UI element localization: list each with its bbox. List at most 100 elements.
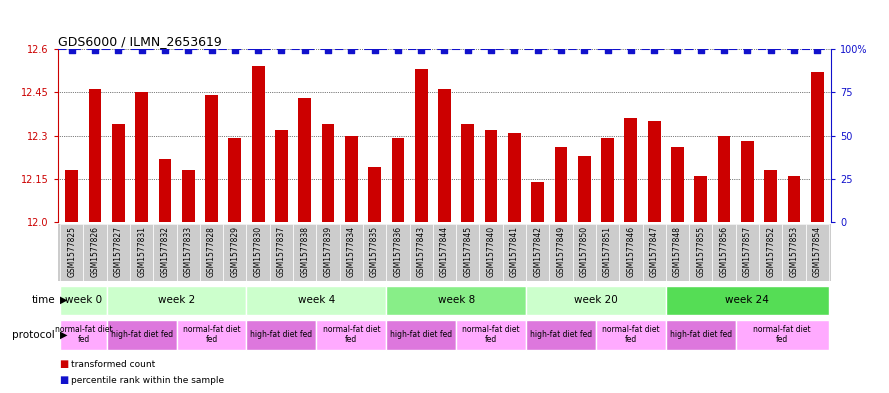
Bar — [648, 121, 661, 222]
Text: high-fat diet fed: high-fat diet fed — [530, 330, 592, 339]
Text: GSM1577836: GSM1577836 — [394, 226, 403, 277]
Text: high-fat diet fed: high-fat diet fed — [110, 330, 172, 339]
Bar — [182, 170, 195, 222]
Text: GSM1577826: GSM1577826 — [91, 226, 100, 277]
Point — [764, 47, 778, 53]
Bar — [391, 138, 404, 222]
Text: normal-fat diet
fed: normal-fat diet fed — [602, 325, 660, 344]
Bar — [532, 182, 544, 222]
Point — [181, 47, 196, 53]
Bar — [112, 124, 124, 222]
Bar — [252, 66, 265, 222]
Bar — [624, 118, 637, 222]
Text: week 24: week 24 — [725, 295, 769, 305]
FancyBboxPatch shape — [526, 286, 666, 315]
Bar — [135, 92, 148, 222]
Text: protocol: protocol — [12, 330, 55, 340]
Point — [88, 47, 102, 53]
Bar — [671, 147, 684, 222]
Text: ■: ■ — [60, 360, 68, 369]
Bar — [345, 136, 357, 222]
Text: percentile rank within the sample: percentile rank within the sample — [71, 376, 224, 385]
FancyBboxPatch shape — [60, 286, 107, 315]
Point — [810, 47, 824, 53]
Text: GSM1577855: GSM1577855 — [696, 226, 705, 277]
Text: GSM1577831: GSM1577831 — [137, 226, 146, 277]
Point — [600, 47, 614, 53]
Text: GSM1577827: GSM1577827 — [114, 226, 123, 277]
FancyBboxPatch shape — [386, 320, 456, 350]
FancyBboxPatch shape — [130, 224, 153, 281]
FancyBboxPatch shape — [107, 286, 246, 315]
Point — [461, 47, 475, 53]
FancyBboxPatch shape — [246, 224, 269, 281]
Bar — [275, 130, 288, 222]
Text: GSM1577850: GSM1577850 — [580, 226, 589, 277]
Bar — [368, 167, 381, 222]
Text: ▶: ▶ — [60, 330, 67, 340]
FancyBboxPatch shape — [269, 224, 293, 281]
FancyBboxPatch shape — [620, 224, 643, 281]
Point — [437, 47, 452, 53]
Text: GSM1577842: GSM1577842 — [533, 226, 542, 277]
Point — [787, 47, 801, 53]
Point — [344, 47, 358, 53]
Point — [111, 47, 125, 53]
Text: GSM1577847: GSM1577847 — [650, 226, 659, 277]
FancyBboxPatch shape — [293, 224, 316, 281]
Point — [414, 47, 428, 53]
FancyBboxPatch shape — [526, 320, 596, 350]
FancyBboxPatch shape — [666, 286, 829, 315]
Text: GSM1577825: GSM1577825 — [68, 226, 76, 277]
Point — [531, 47, 545, 53]
Text: normal-fat diet
fed: normal-fat diet fed — [754, 325, 811, 344]
Text: GSM1577856: GSM1577856 — [719, 226, 729, 277]
Bar — [741, 141, 754, 222]
Text: GSM1577830: GSM1577830 — [253, 226, 262, 277]
FancyBboxPatch shape — [153, 224, 177, 281]
Bar — [158, 159, 172, 222]
FancyBboxPatch shape — [410, 224, 433, 281]
Text: GSM1577841: GSM1577841 — [510, 226, 519, 277]
Text: normal-fat diet
fed: normal-fat diet fed — [462, 325, 520, 344]
Point — [508, 47, 522, 53]
Point — [321, 47, 335, 53]
Text: transformed count: transformed count — [71, 360, 156, 369]
FancyBboxPatch shape — [666, 320, 736, 350]
FancyBboxPatch shape — [549, 224, 573, 281]
Point — [298, 47, 312, 53]
Bar — [765, 170, 777, 222]
FancyBboxPatch shape — [689, 224, 712, 281]
Bar — [205, 95, 218, 222]
Text: high-fat diet fed: high-fat diet fed — [251, 330, 313, 339]
FancyBboxPatch shape — [643, 224, 666, 281]
Text: week 8: week 8 — [437, 295, 475, 305]
Point — [693, 47, 708, 53]
Text: GSM1577829: GSM1577829 — [230, 226, 239, 277]
FancyBboxPatch shape — [386, 286, 526, 315]
FancyBboxPatch shape — [84, 224, 107, 281]
Point — [158, 47, 172, 53]
Text: GSM1577844: GSM1577844 — [440, 226, 449, 277]
FancyBboxPatch shape — [316, 224, 340, 281]
Text: normal-fat diet
fed: normal-fat diet fed — [54, 325, 112, 344]
FancyBboxPatch shape — [386, 224, 410, 281]
Point — [391, 47, 405, 53]
Point — [624, 47, 638, 53]
Bar — [438, 90, 451, 222]
Text: normal-fat diet
fed: normal-fat diet fed — [323, 325, 380, 344]
FancyBboxPatch shape — [526, 224, 549, 281]
Text: GSM1577838: GSM1577838 — [300, 226, 309, 277]
Point — [275, 47, 289, 53]
FancyBboxPatch shape — [433, 224, 456, 281]
Point — [647, 47, 661, 53]
Point — [741, 47, 755, 53]
Bar — [717, 136, 731, 222]
FancyBboxPatch shape — [60, 224, 84, 281]
FancyBboxPatch shape — [316, 320, 386, 350]
FancyBboxPatch shape — [177, 224, 200, 281]
FancyBboxPatch shape — [479, 224, 503, 281]
Bar — [415, 69, 428, 222]
Text: GSM1577828: GSM1577828 — [207, 226, 216, 277]
Text: GSM1577832: GSM1577832 — [160, 226, 170, 277]
